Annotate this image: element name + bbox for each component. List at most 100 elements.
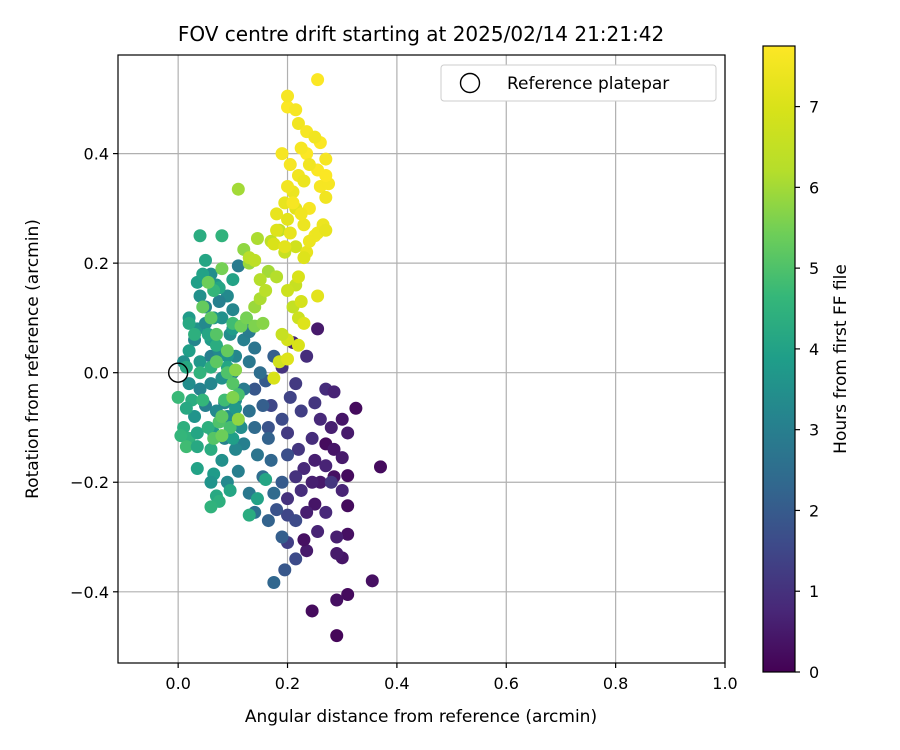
- data-point: [248, 382, 262, 396]
- data-point: [215, 262, 229, 276]
- data-point: [193, 382, 207, 396]
- data-point: [330, 629, 344, 643]
- data-point: [291, 338, 305, 352]
- data-point: [319, 152, 333, 166]
- data-point: [308, 130, 322, 144]
- data-point: [270, 207, 284, 221]
- data-point: [297, 462, 311, 476]
- data-point: [209, 355, 223, 369]
- data-point: [193, 229, 207, 243]
- y-tick-label: 0.2: [84, 254, 109, 273]
- legend-marker: [459, 72, 481, 94]
- data-point: [365, 574, 379, 588]
- data-point: [324, 475, 338, 489]
- data-point: [313, 412, 327, 426]
- x-tick-label: 0.6: [494, 674, 519, 693]
- y-axis-ticks: −0.4 −0.2 0.0 0.2 0.4: [70, 145, 118, 602]
- data-point: [204, 442, 218, 456]
- legend: Reference platepar: [440, 64, 717, 102]
- data-point: [188, 410, 202, 424]
- data-point: [248, 420, 262, 434]
- data-point: [311, 525, 325, 539]
- y-tick-label: 0.4: [84, 145, 109, 164]
- data-point: [330, 546, 344, 560]
- data-point: [289, 103, 303, 117]
- data-point: [204, 311, 218, 325]
- data-point: [294, 404, 308, 418]
- legend-box: [440, 64, 717, 102]
- data-point: [253, 366, 267, 380]
- data-point: [226, 273, 240, 287]
- data-point: [270, 223, 284, 237]
- data-point: [220, 344, 234, 358]
- data-point: [324, 420, 338, 434]
- data-point: [308, 396, 322, 410]
- data-point: [341, 426, 355, 440]
- data-point: [289, 240, 303, 254]
- data-point: [231, 259, 245, 273]
- data-point: [275, 327, 289, 341]
- data-point: [311, 73, 325, 87]
- data-point: [289, 470, 303, 484]
- colorbar-tick-label: 5: [809, 259, 819, 278]
- data-point: [229, 401, 243, 415]
- reference-platepar-marker: [167, 362, 189, 383]
- data-point: [174, 429, 188, 443]
- y-tick-label: −0.4: [70, 583, 109, 602]
- data-point: [319, 190, 333, 204]
- data-point: [281, 352, 295, 366]
- data-point: [305, 431, 319, 445]
- data-point: [198, 253, 212, 267]
- data-point: [302, 158, 316, 172]
- data-point: [196, 300, 210, 314]
- data-point: [281, 89, 295, 103]
- data-point: [223, 483, 237, 497]
- data-point: [267, 486, 281, 500]
- data-point: [281, 179, 295, 193]
- data-point: [291, 442, 305, 456]
- x-tick-label: 0.8: [603, 674, 628, 693]
- data-point: [242, 404, 256, 418]
- data-point: [311, 322, 325, 336]
- data-point: [281, 448, 295, 462]
- data-point: [330, 593, 344, 607]
- data-point: [327, 385, 341, 399]
- data-point: [294, 294, 308, 308]
- data-point: [264, 453, 278, 467]
- data-point: [300, 544, 314, 558]
- data-point: [275, 530, 289, 544]
- data-point: [330, 530, 344, 544]
- colorbar-tick-label: 2: [809, 501, 819, 520]
- data-point: [193, 355, 207, 369]
- colorbar-tick-label: 6: [809, 178, 819, 197]
- data-point: [226, 303, 240, 317]
- data-point: [231, 182, 245, 196]
- data-point: [242, 355, 256, 369]
- data-point: [278, 240, 292, 254]
- data-point: [182, 316, 196, 330]
- data-point: [294, 483, 308, 497]
- data-point: [250, 448, 264, 462]
- data-point: [182, 344, 196, 358]
- data-point: [270, 503, 284, 517]
- colorbar-tick-label: 3: [809, 421, 819, 440]
- data-point: [294, 207, 308, 221]
- data-point: [289, 514, 303, 528]
- colorbar-ticks: 0 1 2 3 4 5 6 7: [795, 98, 819, 682]
- data-point: [171, 390, 185, 404]
- data-point: [278, 563, 292, 577]
- data-point: [190, 462, 204, 476]
- data-point: [294, 141, 308, 155]
- data-point: [319, 505, 333, 519]
- data-point: [291, 116, 305, 130]
- data-point: [204, 475, 218, 489]
- x-tick-label: 0.4: [384, 674, 409, 693]
- data-point: [305, 475, 319, 489]
- data-point: [300, 505, 314, 519]
- data-point: [283, 158, 297, 172]
- data-point: [281, 492, 295, 506]
- data-point: [215, 453, 229, 467]
- data-point: [261, 420, 275, 434]
- data-point: [215, 229, 229, 243]
